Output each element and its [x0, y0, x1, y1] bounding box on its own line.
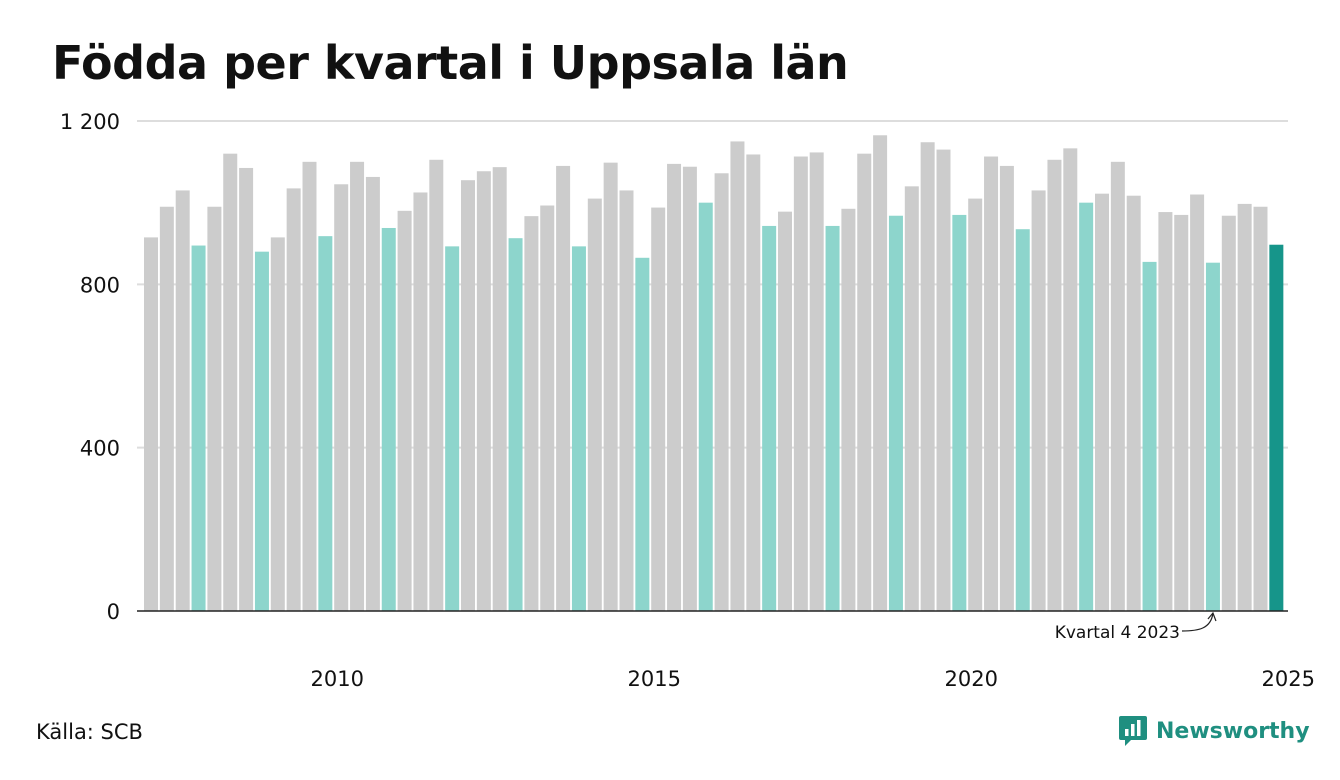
bar	[762, 225, 777, 611]
bar	[714, 173, 729, 611]
bar	[1142, 261, 1157, 612]
y-tick-label: 1 200	[60, 110, 120, 134]
x-tick-label: 2010	[311, 667, 364, 691]
annotation-label: Kvartal 4 2023	[1055, 623, 1180, 643]
bar	[286, 188, 301, 612]
bars	[144, 135, 1284, 612]
bar	[492, 167, 507, 611]
bar	[651, 207, 666, 611]
annotation-arrow	[1181, 612, 1214, 632]
bar	[445, 246, 460, 612]
bar	[746, 154, 761, 612]
bar	[730, 141, 745, 612]
bar	[350, 161, 365, 611]
bar	[809, 152, 824, 611]
bar	[159, 206, 174, 611]
bar	[461, 180, 475, 611]
x-tick-label: 2025	[1262, 667, 1315, 691]
bar	[175, 190, 190, 612]
bar	[508, 238, 523, 611]
bar	[1253, 206, 1268, 611]
annotation-arrowhead	[1207, 611, 1217, 622]
y-tick-label: 400	[80, 437, 120, 461]
bar	[635, 257, 650, 611]
bar	[682, 166, 697, 612]
bar	[1079, 202, 1094, 612]
bar	[302, 161, 317, 611]
bar	[968, 198, 983, 611]
bar	[223, 153, 238, 612]
bar	[318, 236, 333, 611]
brand-logo: Newsworthy	[1118, 714, 1310, 748]
bar	[254, 251, 269, 612]
bar	[873, 135, 888, 612]
bar	[1095, 193, 1109, 611]
bar	[191, 245, 206, 612]
bar	[524, 216, 539, 611]
bar	[381, 227, 396, 612]
x-tick-label: 2020	[945, 667, 998, 691]
bar	[1126, 195, 1141, 611]
x-tick-label: 2015	[628, 667, 681, 691]
bar	[1221, 215, 1236, 612]
bar	[888, 215, 903, 612]
bar	[619, 190, 634, 612]
bar	[1174, 214, 1189, 612]
bar	[667, 163, 682, 612]
bar	[778, 211, 792, 611]
bar	[936, 149, 951, 611]
bar	[793, 156, 808, 611]
bar	[1063, 148, 1078, 612]
bar	[857, 153, 872, 612]
bar-chart: 0 400 800 1 200 2010 2015 2020 2025 Kvartal 4 2…	[60, 110, 1315, 691]
brand-name: Newsworthy	[1156, 718, 1310, 744]
source-note: Källa: SCB	[36, 720, 143, 744]
bar	[571, 246, 586, 612]
bar	[1158, 212, 1173, 611]
bar	[270, 237, 285, 612]
bar	[413, 192, 428, 611]
bar	[920, 142, 935, 612]
bar	[1269, 244, 1284, 611]
bar	[999, 165, 1014, 612]
bar	[1190, 194, 1205, 611]
bar	[429, 159, 444, 612]
chart-title: Födda per kvartal i Uppsala län	[52, 36, 849, 90]
axes: 0 400 800 1 200 2010 2015 2020 2025	[60, 110, 1315, 691]
bar	[1047, 159, 1062, 612]
bar	[825, 225, 840, 611]
bar	[904, 186, 919, 611]
bar	[397, 210, 412, 611]
bar	[984, 156, 999, 611]
bar	[603, 162, 618, 611]
bar	[1015, 229, 1030, 611]
bar	[1237, 203, 1252, 611]
bar	[365, 176, 380, 611]
newsworthy-logo-icon	[1119, 716, 1147, 746]
bar	[698, 202, 713, 612]
y-tick-label: 0	[107, 600, 120, 624]
bar	[144, 237, 158, 612]
bar	[556, 165, 571, 612]
bar	[1031, 190, 1046, 612]
bar	[334, 184, 349, 612]
annotation: Kvartal 4 2023	[1055, 611, 1217, 643]
bar	[207, 206, 222, 611]
bar	[476, 171, 491, 612]
bar	[540, 205, 555, 611]
bar	[239, 167, 254, 611]
bar	[952, 214, 967, 612]
bar	[1205, 262, 1220, 611]
y-tick-label: 800	[80, 273, 120, 297]
bar	[1110, 161, 1125, 611]
bar	[587, 198, 602, 611]
bar	[841, 208, 856, 612]
